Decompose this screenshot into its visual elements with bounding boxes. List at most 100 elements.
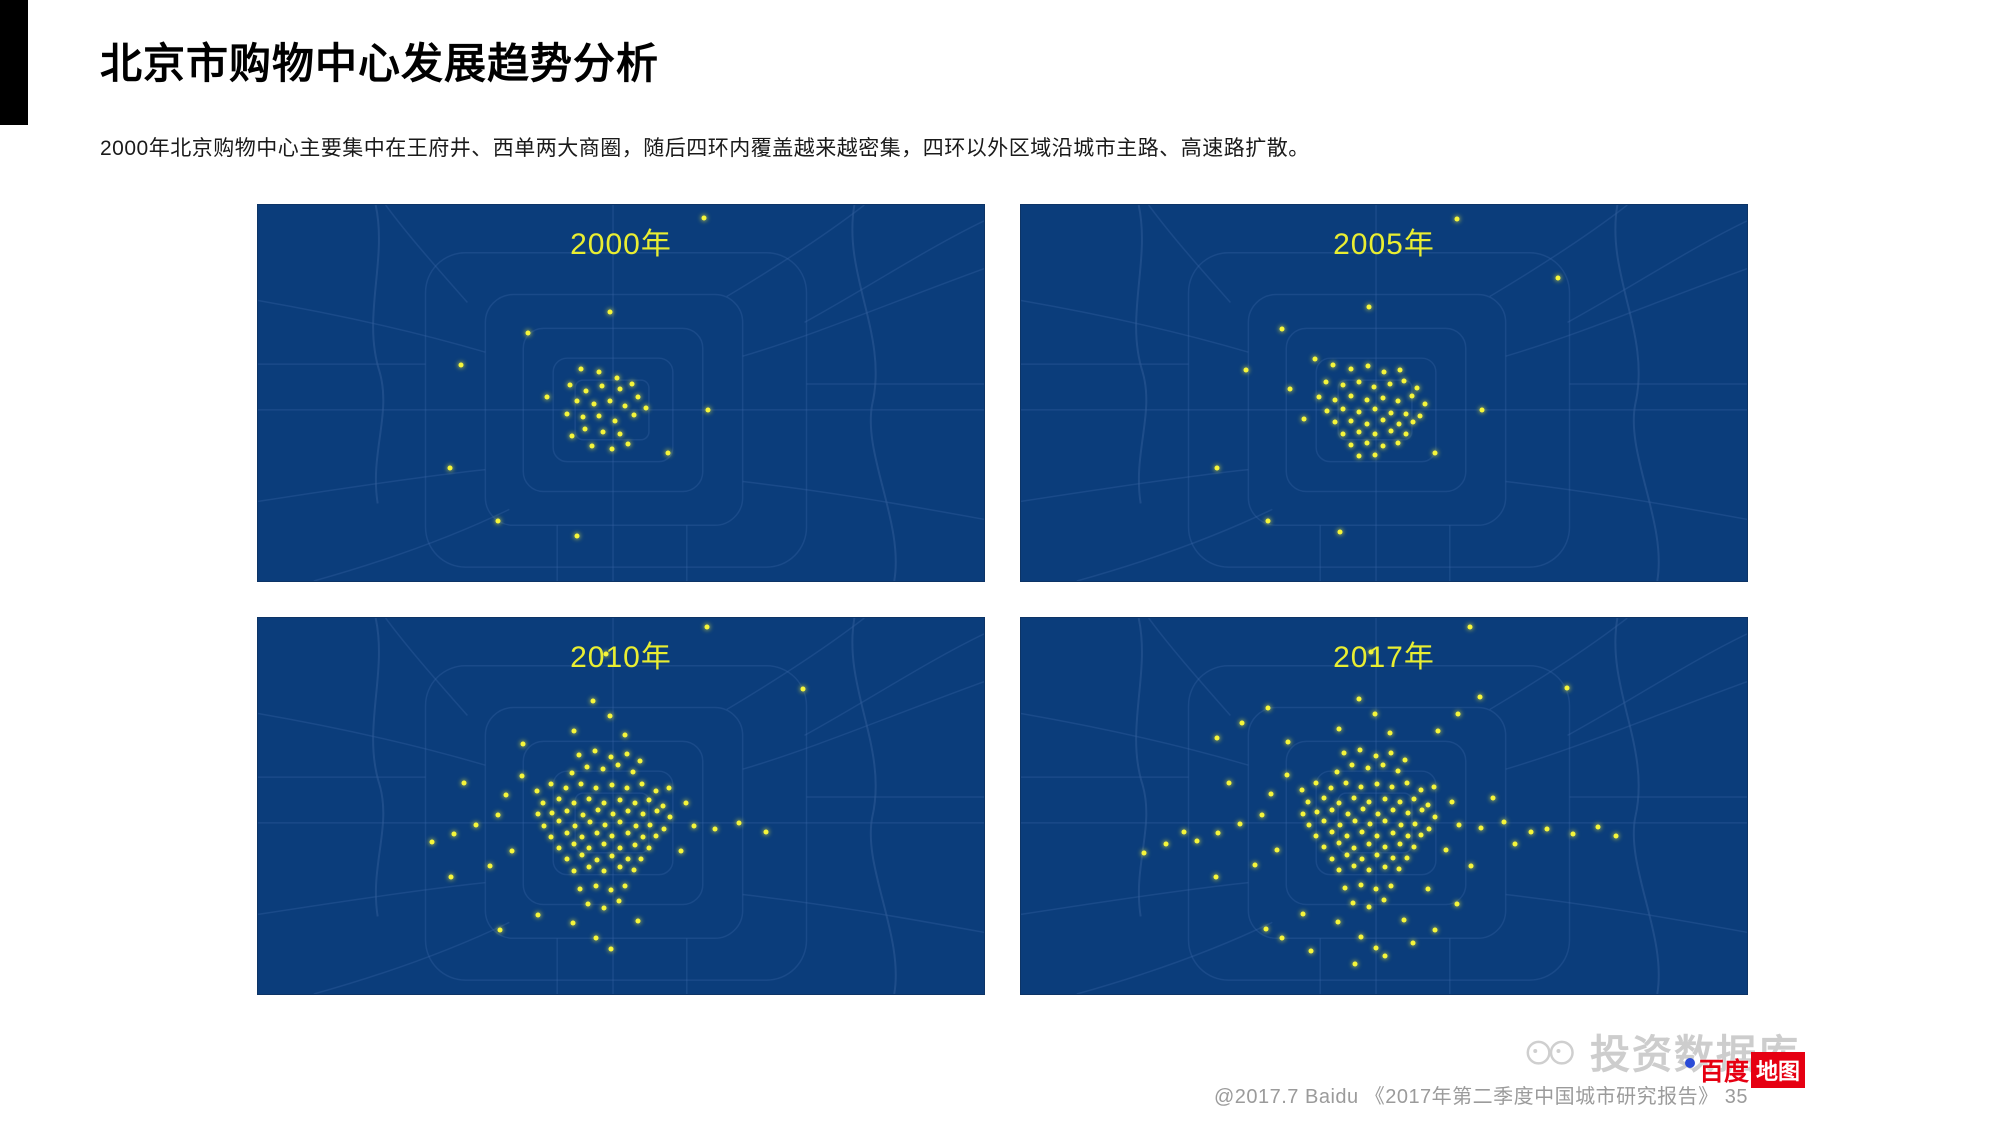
shopping-center-dot [1163,841,1169,847]
shopping-center-dot [1570,831,1576,837]
shopping-center-dot [1380,443,1386,449]
shopping-center-dot [1360,806,1366,812]
page-subtitle: 2000年北京购物中心主要集中在王府井、西单两大商圈，随后四环内覆盖越来越密集，… [100,137,1310,160]
shopping-center-dot [1411,796,1417,802]
shopping-center-dot [1332,419,1338,425]
shopping-center-dot [1409,393,1415,399]
shopping-center-dot [447,465,453,471]
shopping-center-dot [1349,762,1355,768]
shopping-center-dot [571,841,577,847]
shopping-center-dot [637,758,643,764]
shopping-center-dot [1388,883,1394,889]
shopping-center-dot [1455,711,1461,717]
shopping-center-dot [544,394,550,400]
shopping-center-dot [646,797,652,803]
shopping-center-dot [1252,862,1258,868]
shopping-center-dot [571,800,577,806]
shopping-center-dot [580,812,586,818]
shopping-center-dot [666,785,672,791]
shopping-center-dot [1477,694,1483,700]
shopping-center-dot [525,330,531,336]
shopping-center-dot [1372,711,1378,717]
shopping-center-dot [593,883,599,889]
shopping-center-dot [1316,394,1322,400]
shopping-center-dot [1528,829,1534,835]
shopping-center-dot [596,413,602,419]
shopping-center-dot [1478,825,1484,831]
shopping-center-dot [1300,811,1306,817]
shopping-center-dot [633,823,639,829]
shopping-center-dot [1595,824,1601,830]
shopping-center-dot [1443,847,1449,853]
shopping-center-dot [712,826,718,832]
shopping-center-dot [603,651,609,657]
shopping-center-dot [1374,833,1380,839]
shopping-center-dot [1412,821,1418,827]
shopping-center-dot [1351,795,1357,801]
shopping-center-dot [1337,822,1343,828]
shopping-center-dot [1397,841,1403,847]
shopping-center-dot [617,386,623,392]
shopping-center-dot [1348,366,1354,372]
shopping-center-dot [624,751,630,757]
road-network [258,205,984,581]
shopping-center-dot [1364,440,1370,446]
shopping-center-dot [654,808,660,813]
shopping-center-dot [643,405,649,411]
shopping-center-dot [1265,705,1271,711]
shopping-center-dot [1321,818,1327,824]
shopping-center-dot [1374,852,1380,858]
shopping-center-dot [1432,927,1438,933]
shopping-center-dot [683,800,689,806]
shopping-center-dot [1425,802,1431,808]
shopping-center-dot [607,398,613,404]
shopping-center-dot [701,215,707,221]
map-panel-2005: 2005年 [1020,204,1748,582]
shopping-center-dot [678,848,684,854]
shopping-center-dot [583,388,589,394]
shopping-center-dot [1373,753,1379,759]
shopping-center-dot [1388,428,1394,434]
shopping-center-dot [1313,780,1319,786]
shopping-center-dot [1356,453,1362,459]
shopping-center-dot [556,818,562,824]
shopping-center-dot [1348,393,1354,399]
shopping-center-dot [580,414,586,420]
shopping-center-dot [595,807,601,813]
shopping-center-dot [564,830,570,836]
shopping-center-dot [567,382,573,388]
shopping-center-dot [1328,785,1334,791]
shopping-center-dot [548,834,554,840]
shopping-center-dot [1435,728,1441,734]
shopping-center-dot [1340,406,1346,412]
shopping-center-dot [473,822,479,828]
shopping-center-dot [1340,431,1346,437]
shopping-center-dot [1358,934,1364,940]
shopping-center-dot [665,450,671,456]
shopping-center-dot [570,920,576,926]
shopping-center-dot [579,834,585,840]
shopping-center-dot [1350,900,1356,906]
shopping-center-dot [635,394,641,400]
shopping-center-dot [630,769,636,775]
shopping-center-dot [1373,945,1379,951]
shopping-center-dot [622,883,628,889]
shopping-center-dot [1404,855,1409,861]
shopping-center-dot [1332,397,1338,403]
shopping-center-dot [1397,799,1403,805]
slide-accent-bar [0,0,28,125]
shopping-center-dot [556,845,562,851]
shopping-center-dot [631,412,637,418]
map-logo-badge: 地图 [1750,1052,1805,1088]
shopping-center-dot [1404,780,1410,786]
shopping-center-dot [574,533,580,539]
dots-layer-2010 [258,618,984,994]
shopping-center-dot [587,819,593,825]
shopping-center-dot [1237,821,1243,827]
shopping-center-dot [576,752,582,758]
shopping-center-dot [1411,844,1417,850]
shopping-center-dot [1366,841,1372,847]
shopping-center-dot [1387,730,1393,736]
shopping-center-dot [631,867,637,873]
shopping-center-dot [549,810,555,816]
